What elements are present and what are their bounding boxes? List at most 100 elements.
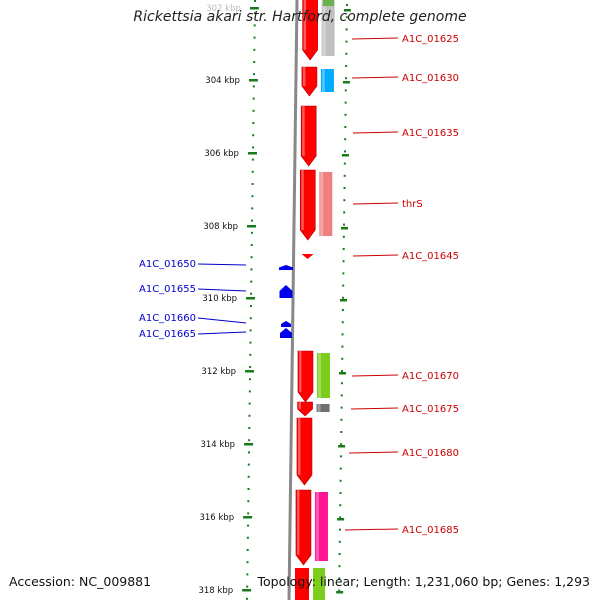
ruler-tick-label: 318 kbp xyxy=(198,586,233,596)
gene-label-A1C_01670: A1C_01670 xyxy=(402,371,459,382)
ruler-dot-right xyxy=(338,553,341,555)
ruler-tick xyxy=(245,370,255,373)
ruler-dot xyxy=(246,549,249,551)
ruler-dot xyxy=(247,512,250,515)
ruler-dot xyxy=(253,48,256,51)
ruler-dot-right xyxy=(345,4,348,6)
gene-label-A1C_01660: A1C_01660 xyxy=(139,313,196,324)
gene-label-thrS: thrS xyxy=(402,199,423,210)
leader-line-A1C_01670 xyxy=(351,374,399,377)
feature-block-thrS xyxy=(319,172,333,236)
ruler-dot xyxy=(249,317,252,320)
ruler-dot-right xyxy=(343,162,346,165)
ruler-dot xyxy=(251,158,254,161)
ruler-tick-right xyxy=(342,81,350,84)
ruler-dot xyxy=(252,109,255,112)
ruler-tick-right xyxy=(339,372,347,375)
gene-label-A1C_01675: A1C_01675 xyxy=(402,404,459,415)
feature-block-A1C_01625 xyxy=(321,0,335,56)
ruler-dot-right xyxy=(339,504,342,507)
ruler-dot xyxy=(246,573,249,576)
ruler-dot-right xyxy=(344,126,347,128)
ruler-dot xyxy=(252,134,255,137)
ruler-dot-right xyxy=(341,321,344,324)
ruler-dot xyxy=(248,378,251,381)
ruler-tick-label: 312 kbp xyxy=(201,367,236,377)
gene-label-A1C_01680: A1C_01680 xyxy=(402,448,459,459)
ruler-dot xyxy=(246,561,249,564)
gene-arrow-A1C_01625 xyxy=(302,0,318,61)
ruler-dot-right xyxy=(341,333,344,336)
ruler-dot xyxy=(248,414,251,417)
leader-line-A1C_01650 xyxy=(197,263,247,266)
ruler-dot xyxy=(249,366,252,368)
ruler-dot-right xyxy=(338,528,341,531)
ruler-tick-right xyxy=(338,445,346,448)
gene-arrow-A1C_01630-shine xyxy=(302,67,306,86)
ruler-tick-right xyxy=(336,591,344,594)
ruler-dot-right xyxy=(340,443,343,446)
gene-label-A1C_01635: A1C_01635 xyxy=(402,128,459,139)
feature-block-A1C_01685 xyxy=(314,492,328,561)
leader-line-A1C_01635 xyxy=(352,131,399,134)
genome-backbone xyxy=(287,0,299,600)
ruler-dot-right xyxy=(344,101,347,104)
gene-arrow-A1C_01635-shine xyxy=(302,106,305,156)
ruler-dot-right xyxy=(345,40,348,43)
ruler-dot xyxy=(251,183,254,185)
ruler-dot-right xyxy=(338,565,341,568)
ruler-dot-right xyxy=(344,113,347,116)
gene-arrow-A1C_01680-shine xyxy=(297,418,301,475)
ruler-dot-right xyxy=(344,77,347,80)
gene-arrow-thrS xyxy=(299,169,316,241)
ruler-tick xyxy=(247,152,257,155)
ruler-dot xyxy=(248,439,251,442)
ruler-dot-right xyxy=(340,394,343,397)
gene-arrow-A1C_01665 xyxy=(280,328,292,338)
ruler-tick xyxy=(248,79,258,82)
ruler-dot-right xyxy=(342,284,345,287)
gene-arrow-A1C_01685 xyxy=(295,489,312,566)
feature-shine xyxy=(317,353,321,398)
ruler-dot xyxy=(250,256,253,259)
ruler-tick-label: 316 kbp xyxy=(199,513,234,523)
ruler-dot xyxy=(248,427,251,429)
ruler-dot xyxy=(248,402,251,405)
ruler-tick-right xyxy=(337,518,345,521)
gene-arrow-A1C_01675-shine xyxy=(298,402,302,409)
ruler-tick xyxy=(243,516,253,519)
ruler-dot-right xyxy=(343,150,346,153)
gene-arrow-A1C_01625-shine xyxy=(303,0,307,50)
ruler-dot xyxy=(247,488,250,490)
ruler-dot-right xyxy=(342,235,345,238)
ruler-dot xyxy=(249,341,252,344)
ruler-dot xyxy=(253,36,256,39)
gene-arrow-A1C_01645 xyxy=(301,254,314,259)
ruler-dot xyxy=(250,292,253,295)
ruler-dot-right xyxy=(343,211,346,214)
feature-block-top xyxy=(323,0,334,6)
ruler-dot xyxy=(247,475,250,478)
ruler-dot xyxy=(247,451,250,454)
ruler-dot-right xyxy=(342,272,345,275)
gene-arrow-A1C_01675 xyxy=(297,401,313,417)
leader-line-A1C_01660 xyxy=(197,317,247,324)
ruler-dot xyxy=(252,97,255,100)
ruler-dot xyxy=(250,231,253,234)
ruler-tick-right xyxy=(340,299,348,302)
leader-line-A1C_01625 xyxy=(351,37,399,40)
leader-line-A1C_01685 xyxy=(344,528,399,531)
ruler-tick-right xyxy=(341,154,349,157)
ruler-dot-right xyxy=(345,52,348,55)
gene-label-A1C_01665: A1C_01665 xyxy=(139,329,196,340)
ruler-dot xyxy=(251,170,254,173)
genes-label: Genes: xyxy=(506,574,551,589)
ruler-tick-label: 302 kbp xyxy=(206,4,241,14)
feature-shine xyxy=(321,69,325,92)
leader-line-A1C_01680 xyxy=(348,451,399,454)
ruler-dot-right xyxy=(340,431,343,433)
ruler-dot xyxy=(253,73,256,76)
gene-arrow-A1C_01655 xyxy=(279,285,293,298)
ruler-tick xyxy=(244,443,254,446)
gene-label-A1C_01655: A1C_01655 xyxy=(139,284,196,295)
